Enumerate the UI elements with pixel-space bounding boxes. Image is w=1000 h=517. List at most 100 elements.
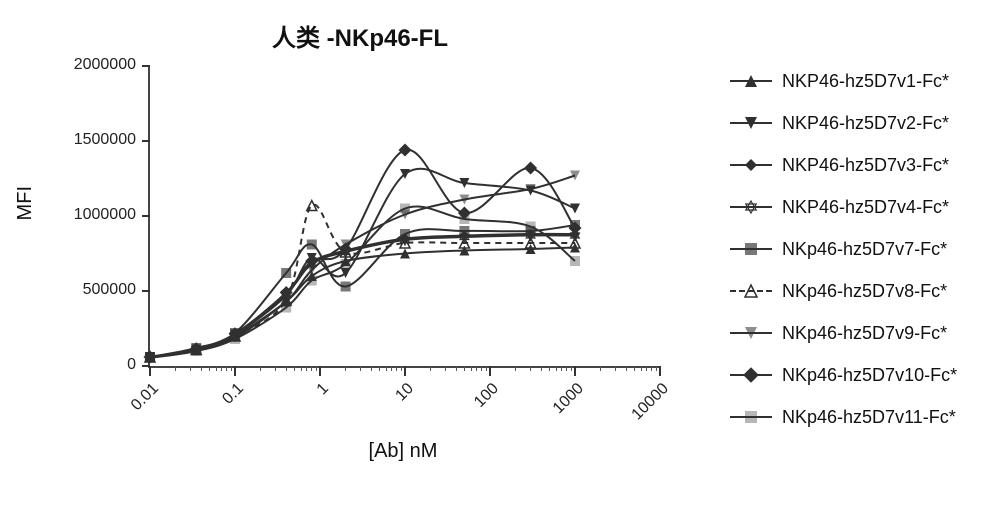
x-tick <box>404 366 406 376</box>
data-point <box>341 282 351 292</box>
y-tick-label: 2000000 <box>36 56 136 74</box>
x-minor-tick <box>651 366 652 371</box>
plot-svg <box>150 66 660 366</box>
x-minor-tick <box>530 366 531 371</box>
y-axis-label: MFI <box>14 186 37 220</box>
x-minor-tick <box>430 366 431 371</box>
x-tick-label: 0.1 <box>193 380 248 435</box>
data-point <box>341 259 351 269</box>
data-point <box>307 240 317 250</box>
data-point <box>570 204 580 214</box>
data-point <box>526 222 536 232</box>
legend-label: NKp46-hz5D7v8-Fc* <box>782 281 947 302</box>
x-minor-tick <box>306 366 307 371</box>
x-tick-label: 10 <box>363 380 418 435</box>
x-minor-tick <box>656 366 657 371</box>
data-point <box>459 214 469 224</box>
x-tick-label: 1000 <box>533 380 588 435</box>
data-point <box>524 162 537 175</box>
series-line-v11 <box>150 206 575 357</box>
legend-marker <box>730 144 772 186</box>
data-point <box>230 334 240 344</box>
legend-item: NKp46-hz5D7v9-Fc* <box>730 312 957 354</box>
data-point <box>191 346 201 356</box>
x-tick <box>319 366 321 376</box>
y-tick-label: 0 <box>36 356 136 374</box>
x-minor-tick <box>221 366 222 371</box>
y-tick <box>142 65 150 67</box>
x-minor-tick <box>549 366 550 371</box>
x-minor-tick <box>626 366 627 371</box>
series-line-v2 <box>150 169 575 357</box>
x-minor-tick <box>445 366 446 371</box>
x-minor-tick <box>486 366 487 371</box>
x-tick-label: 10000 <box>618 380 673 435</box>
x-minor-tick <box>360 366 361 371</box>
x-minor-tick <box>379 366 380 371</box>
legend-marker <box>730 228 772 270</box>
legend: NKP46-hz5D7v1-Fc* NKP46-hz5D7v2-Fc* NKP46-… <box>730 60 957 438</box>
legend-marker <box>730 60 772 102</box>
series-line-v8 <box>150 205 575 357</box>
legend-label: NKP46-hz5D7v3-Fc* <box>782 155 949 176</box>
x-minor-tick <box>561 366 562 371</box>
x-tick <box>234 366 236 376</box>
x-minor-tick <box>646 366 647 371</box>
x-tick-label: 100 <box>448 380 503 435</box>
x-minor-tick <box>260 366 261 371</box>
x-tick <box>149 366 151 376</box>
x-tick <box>659 366 661 376</box>
x-minor-tick <box>201 366 202 371</box>
legend-label: NKp46-hz5D7v11-Fc* <box>782 407 956 428</box>
y-tick-label: 1500000 <box>36 131 136 149</box>
x-minor-tick <box>571 366 572 371</box>
data-point <box>570 256 580 266</box>
x-minor-tick <box>464 366 465 371</box>
legend-marker <box>730 102 772 144</box>
x-minor-tick <box>231 366 232 371</box>
x-tick <box>489 366 491 376</box>
legend-marker <box>730 186 772 228</box>
x-minor-tick <box>556 366 557 371</box>
legend-item: NKP46-hz5D7v1-Fc* <box>730 60 957 102</box>
legend-item: NKP46-hz5D7v4-Fc* <box>730 186 957 228</box>
x-minor-tick <box>371 366 372 371</box>
data-point <box>281 303 291 313</box>
y-tick-label: 1000000 <box>36 206 136 224</box>
x-minor-tick <box>481 366 482 371</box>
x-minor-tick <box>456 366 457 371</box>
x-minor-tick <box>216 366 217 371</box>
legend-marker <box>730 270 772 312</box>
legend-item: NKp46-hz5D7v7-Fc* <box>730 228 957 270</box>
data-point <box>459 226 469 236</box>
x-minor-tick <box>615 366 616 371</box>
x-minor-tick <box>641 366 642 371</box>
data-point <box>399 144 412 157</box>
x-tick-label: 0.01 <box>108 380 163 435</box>
y-tick <box>142 290 150 292</box>
legend-label: NKP46-hz5D7v4-Fc* <box>782 197 949 218</box>
data-point <box>570 171 580 181</box>
data-point <box>400 204 410 214</box>
x-minor-tick <box>311 366 312 371</box>
y-tick-label: 500000 <box>36 281 136 299</box>
data-point <box>307 276 317 286</box>
x-tick <box>574 366 576 376</box>
legend-marker <box>730 312 772 354</box>
legend-label: NKp46-hz5D7v7-Fc* <box>782 239 947 260</box>
x-minor-tick <box>226 366 227 371</box>
legend-label: NKP46-hz5D7v2-Fc* <box>782 113 949 134</box>
legend-item: NKP46-hz5D7v2-Fc* <box>730 102 957 144</box>
x-minor-tick <box>301 366 302 371</box>
chart-title: 人类 -NKp46-FL <box>0 18 720 53</box>
x-minor-tick <box>175 366 176 371</box>
x-minor-tick <box>471 366 472 371</box>
x-minor-tick <box>600 366 601 371</box>
figure: 人类 -NKp46-FL 0 500000 1000000 1500000 200000… <box>0 0 1000 517</box>
legend-item: NKp46-hz5D7v8-Fc* <box>730 270 957 312</box>
series-line-v4 <box>150 235 575 357</box>
x-minor-tick <box>476 366 477 371</box>
data-point <box>145 353 155 363</box>
legend-label: NKp46-hz5D7v9-Fc* <box>782 323 947 344</box>
x-minor-tick <box>209 366 210 371</box>
